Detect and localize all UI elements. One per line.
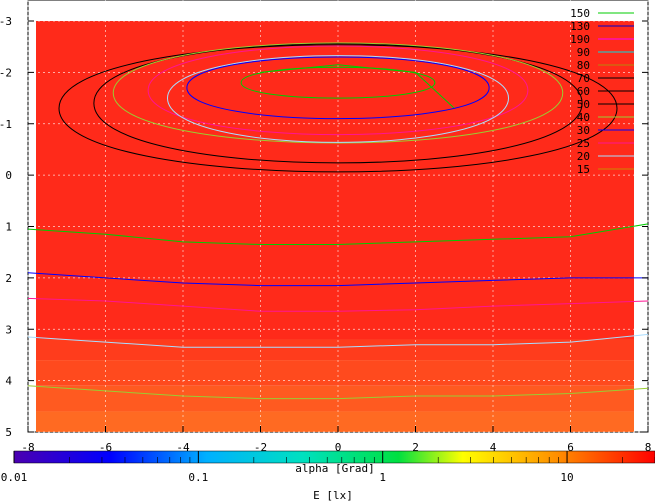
heatmap-bands [36, 21, 634, 432]
contour-ring [240, 66, 436, 99]
legend-label: 15 [577, 163, 590, 176]
x-tick-label: 4 [490, 441, 497, 454]
contour-line [27, 385, 649, 400]
y-tick-label: 0 [5, 169, 12, 182]
colorbar-ticks: 0.01 0.1 1 10 [1, 451, 655, 484]
x-tick-label: 2 [412, 441, 419, 454]
contour-line [27, 297, 649, 312]
colorbar-label: E [lx] [313, 489, 353, 502]
contour-ring [186, 56, 490, 120]
y-tick-label: -3 [0, 15, 12, 28]
colorbar-tick-label: 0.01 [1, 471, 28, 484]
legend-label: 20 [577, 150, 590, 163]
y-tick-label: 2 [5, 272, 12, 285]
legend-label: 130 [570, 20, 590, 33]
legend-label: 70 [577, 72, 590, 85]
y-tick-labels: -3 -2 -1 0 1 2 3 4 5 [0, 15, 648, 439]
colorbar-tick-label: 1 [379, 471, 386, 484]
legend-label: 50 [577, 98, 590, 111]
y-tick-label: -2 [0, 66, 12, 79]
plot-frame-area [27, 0, 649, 433]
legend-label: 25 [577, 137, 590, 150]
heatmap-band [36, 411, 634, 432]
heatmap-band [36, 21, 634, 340]
contour-ring [166, 55, 510, 143]
contour-lines [27, 42, 649, 400]
legend-label: 40 [577, 111, 590, 124]
heatmap-band [36, 360, 634, 386]
legend-label: 30 [577, 124, 590, 137]
colorbar: 0.01 0.1 1 10 [1, 450, 655, 484]
x-tick-label: 6 [567, 441, 574, 454]
y-tick-label: 4 [5, 375, 12, 388]
colorbar-tick-label: 0.1 [188, 471, 208, 484]
legend-label: 90 [577, 46, 590, 59]
contour-line [27, 272, 648, 287]
legend-label: 150 [570, 7, 590, 20]
x-tick-label: 0 [335, 441, 342, 454]
legend-label: 80 [577, 59, 590, 72]
y-tick-label: -1 [0, 118, 12, 131]
legend-label: 190 [570, 33, 590, 46]
contour-line [27, 333, 649, 348]
x-axis-label: alpha [Grad] [295, 462, 374, 475]
y-tick-label: 1 [5, 221, 12, 234]
contour-ring [147, 45, 529, 136]
colorbar-tick-label: 10 [560, 471, 573, 484]
legend-label: 60 [577, 85, 590, 98]
y-tick-label: 3 [5, 323, 12, 336]
x-tick-label: 8 [645, 441, 652, 454]
contour-ring [112, 42, 564, 144]
x-tick-labels: -8 -6 -4 -2 0 2 4 6 8 [21, 426, 651, 454]
y-tick-label: 5 [5, 426, 12, 439]
contour-ring [93, 42, 583, 164]
contour-line [27, 223, 649, 245]
